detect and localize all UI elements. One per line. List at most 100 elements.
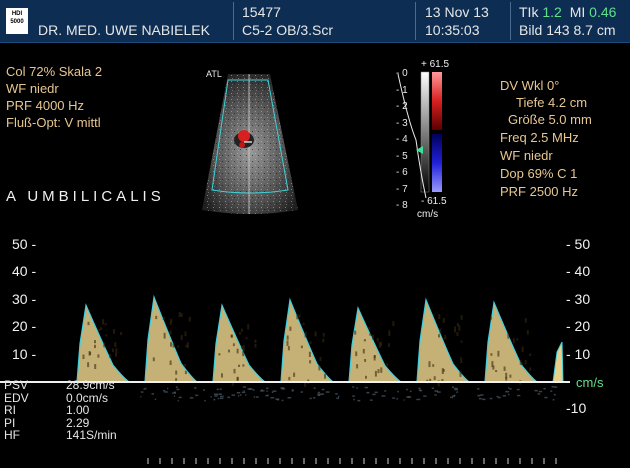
spectral-texture (185, 331, 187, 336)
spectral-texture (520, 360, 522, 365)
spectral-texture (237, 349, 239, 354)
header-divider (510, 2, 511, 40)
spectral-texture (97, 354, 99, 357)
measurement-value: 141S/min (66, 428, 117, 442)
spectral-texture (443, 318, 445, 323)
measurement-edv: EDV 0.0cm/s (4, 392, 117, 405)
spectrum-noise (232, 394, 236, 396)
spectral-texture (105, 334, 107, 336)
spectral-texture (438, 334, 440, 337)
spectrum-noise (336, 398, 339, 400)
spectrum-noise (244, 390, 245, 392)
spectral-waveform (77, 305, 129, 382)
spectral-texture (309, 352, 311, 357)
spectrum-noise (237, 392, 240, 394)
spectrum-noise (353, 399, 355, 401)
spectral-texture (377, 338, 379, 342)
spectral-texture (237, 377, 239, 382)
spectral-texture (323, 333, 325, 337)
spectrum-noise (195, 395, 198, 397)
doppler-frequency: Freq 2.5 MHz (500, 130, 579, 145)
spectral-texture (324, 374, 326, 379)
tik-mi-readout: TIk 1.2 MI 0.46 (519, 4, 616, 20)
spectral-texture (372, 335, 374, 340)
measurements-panel: PSV 28.9cm/s EDV 0.0cm/s RI 1.00 PI 2.29 HF 1… (4, 379, 117, 442)
spectrum-noise (456, 391, 458, 393)
spectral-texture (529, 354, 531, 357)
spectrum-noise (254, 396, 256, 398)
spectral-texture (241, 329, 243, 332)
spectrum-noise (550, 390, 552, 392)
spectrum-noise (554, 386, 557, 388)
spectral-texture (320, 357, 322, 361)
spectrum-noise (204, 400, 206, 402)
spectrum-noise (281, 388, 285, 390)
spectral-texture (388, 330, 390, 336)
spectrum-noise (552, 386, 555, 388)
blue-velocity-bar (432, 134, 442, 192)
spectrum-noise (434, 394, 436, 396)
spectral-texture (184, 364, 186, 367)
spectrum-noise (261, 390, 263, 392)
spectral-texture (505, 373, 507, 379)
spectral-texture (218, 353, 220, 355)
spectral-texture (310, 341, 312, 344)
spectral-texture (504, 367, 506, 371)
spectral-texture (378, 369, 380, 373)
measurement-ri: RI 1.00 (4, 404, 117, 417)
spectrum-noise (322, 389, 325, 391)
spectrum-noise (338, 396, 339, 398)
spectrum-noise (317, 394, 321, 396)
spectral-texture (170, 330, 172, 335)
spectrum-noise (420, 390, 423, 392)
spectrum-noise (164, 391, 168, 393)
header-divider (233, 2, 234, 40)
spectral-texture (434, 376, 436, 380)
spectrum-noise (517, 389, 520, 391)
spectral-texture (246, 337, 248, 339)
spectrum-noise (288, 397, 292, 399)
spectral-texture (525, 360, 527, 365)
spectral-texture (241, 346, 243, 349)
spectral-texture (529, 367, 531, 371)
spectrum-noise (454, 388, 458, 390)
spectrum-noise (265, 395, 268, 397)
spectral-texture (305, 332, 307, 338)
vessel-label: A UMBILICALIS (6, 188, 165, 205)
color-scale-top: + 61.5 (421, 59, 449, 70)
spectrum-noise (432, 388, 434, 390)
spectrum-noise (539, 391, 542, 393)
spectral-texture (516, 338, 518, 340)
spectrum-noise (450, 397, 452, 399)
spectral-texture (356, 364, 358, 368)
spectrum-noise (404, 399, 405, 401)
right-scale-label: - 30 (566, 291, 590, 307)
spectrum-noise (253, 389, 255, 391)
spectrum-noise (214, 395, 218, 397)
probe-preset: C5-2 OB/3.Scr (242, 22, 333, 38)
doppler-prf: PRF 2500 Hz (500, 184, 578, 199)
spectrum-noise (220, 396, 224, 398)
spectrum-noise (314, 388, 316, 390)
spectrum-noise (266, 390, 267, 392)
left-scale-label: 40 - (12, 263, 36, 279)
spectrum-noise (406, 396, 409, 398)
spectral-texture (363, 349, 365, 354)
spectrum-noise (167, 388, 168, 390)
spectral-texture (303, 323, 305, 326)
spectrum-noise (218, 398, 219, 400)
spectral-texture (497, 351, 499, 357)
color-wall-filter: WF niedr (6, 81, 59, 96)
spectral-texture (181, 335, 183, 340)
atl-logo: ATL (206, 69, 222, 79)
color-flow-spot (238, 130, 250, 142)
doppler-angle: DV Wkl 0° (500, 78, 559, 93)
right-scale-label: - 50 (566, 236, 590, 252)
spectral-texture (164, 333, 166, 339)
spectrum-noise (243, 386, 246, 388)
spectral-texture (375, 371, 377, 377)
spectral-texture (114, 342, 116, 347)
spectrum-noise (179, 397, 182, 399)
spectral-texture (181, 313, 183, 317)
